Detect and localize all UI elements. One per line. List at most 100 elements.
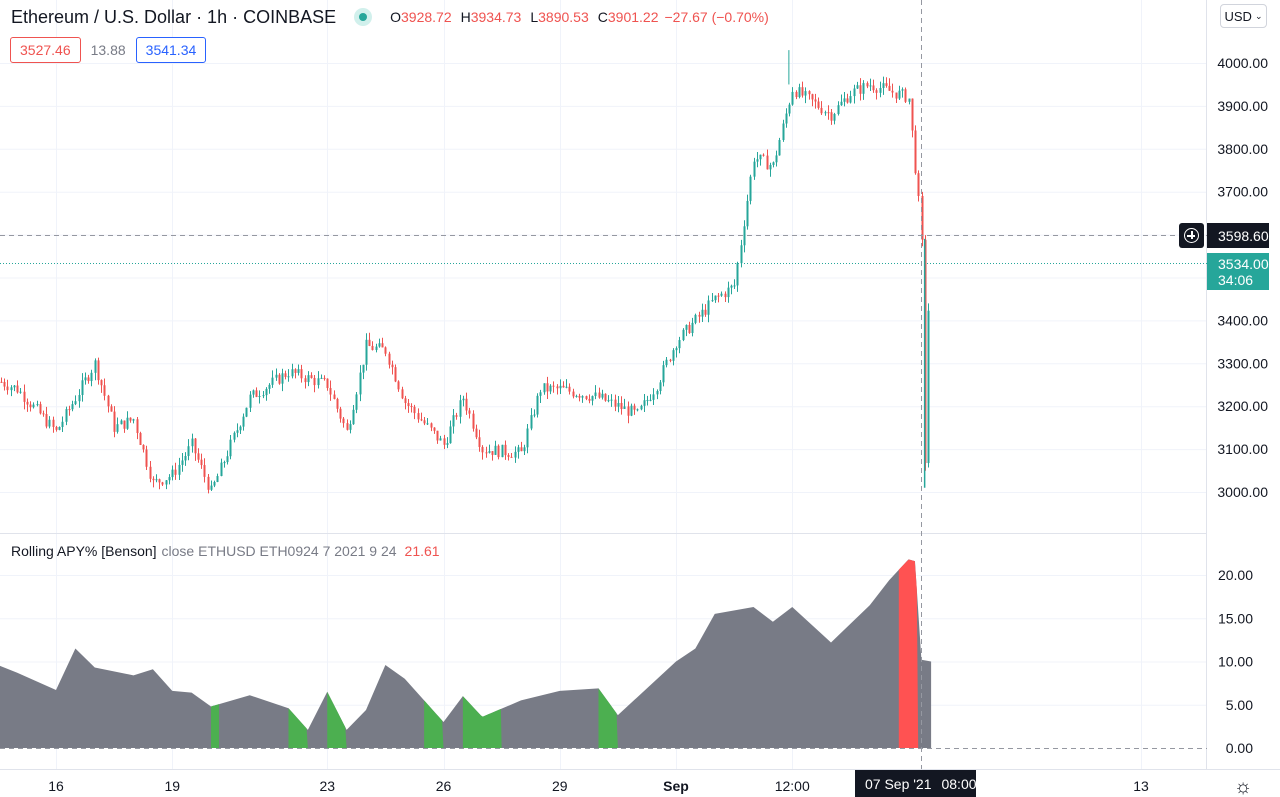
candle-body	[439, 438, 442, 441]
candle-body	[203, 465, 206, 477]
candle-body	[581, 396, 584, 398]
price-tick-label: 4000.00	[1217, 55, 1268, 71]
currency-selector[interactable]: USD ⌄	[1220, 4, 1267, 28]
candle-body	[691, 322, 694, 334]
candle-body	[255, 390, 258, 397]
candle-body	[287, 376, 290, 378]
candle-body	[120, 420, 123, 425]
candle-body	[271, 377, 274, 385]
settings-gear-icon[interactable]: ☼	[1233, 776, 1253, 797]
time-axis[interactable]: 16 19 23 26 29 Sep 12:00 13	[48, 778, 1149, 794]
candle-body	[743, 226, 746, 246]
price-tick-label: 3200.00	[1217, 398, 1268, 414]
candle-body	[814, 99, 817, 102]
candle-body	[520, 447, 523, 452]
candle-body	[36, 404, 39, 406]
candle-body	[178, 464, 181, 475]
candle-body	[672, 350, 675, 361]
candle-body	[533, 414, 536, 416]
candle-body	[840, 101, 843, 106]
indicator-name: Rolling APY% [Benson]	[11, 543, 157, 559]
candle-body	[404, 398, 407, 404]
indicator-tick-label: 10.00	[1218, 654, 1253, 670]
candle-body	[375, 346, 378, 351]
candle-body	[397, 381, 400, 390]
candle-body	[443, 438, 446, 445]
time-tick-label: 29	[552, 778, 568, 794]
candle-body	[174, 469, 177, 475]
candle-body	[281, 373, 284, 384]
symbol-title[interactable]: Ethereum / U.S. Dollar · 1h · COINBASE	[11, 6, 337, 27]
candle-body	[862, 83, 865, 94]
candle-body	[785, 113, 788, 124]
price-tick-label: 3700.00	[1217, 184, 1268, 200]
candle-body	[74, 401, 77, 405]
candle-body	[904, 89, 907, 102]
candle-body	[652, 394, 655, 400]
candle-body	[656, 391, 659, 395]
candle-body	[455, 415, 458, 417]
candle-body	[197, 453, 200, 460]
indicator-scale[interactable]: 20.00 15.00 10.00 5.00 0.00	[1218, 567, 1253, 756]
candle-body	[417, 413, 420, 420]
candle-body	[510, 456, 513, 458]
candle-body	[339, 408, 342, 419]
crosshair-date-label: 07 Sep '21	[855, 770, 942, 797]
candle-body	[420, 419, 423, 421]
candle-body	[336, 398, 339, 409]
time-tick-label: Sep	[663, 778, 689, 794]
candle-body	[853, 88, 856, 97]
candle-body	[145, 449, 148, 467]
crosshair-time-label: 08:00	[941, 770, 977, 797]
candle-body	[756, 159, 759, 162]
candle-body	[100, 380, 103, 386]
price-tick-label: 3000.00	[1217, 484, 1268, 500]
price-scale[interactable]: 4000.00 3900.00 3800.00 3700.00 3400.00 3300.…	[1217, 55, 1268, 500]
candle-body	[171, 469, 174, 478]
candle-body	[727, 287, 730, 298]
candle-body	[778, 139, 781, 156]
apy-low-zone	[288, 708, 308, 748]
price-tick-label: 3800.00	[1217, 141, 1268, 157]
candle-body	[475, 428, 478, 438]
candle-body	[546, 383, 549, 392]
candle-body	[769, 164, 772, 170]
candle-body	[636, 409, 639, 411]
candle-body	[530, 415, 533, 429]
buy-button[interactable]: 3541.34	[135, 37, 207, 63]
candle-body	[136, 419, 139, 434]
candle-body	[426, 423, 429, 425]
candle-body	[866, 83, 869, 87]
close-value: C3901.22	[597, 9, 659, 25]
candle-body	[617, 402, 620, 407]
candle-body	[704, 309, 707, 315]
candle-body	[791, 91, 794, 105]
candle-body	[885, 83, 888, 86]
indicator-args: close ETHUSD ETH0924 7 2021 9 24	[161, 543, 397, 559]
candle-body	[481, 446, 484, 453]
candle-body	[772, 162, 775, 165]
sell-button[interactable]: 3527.46	[10, 37, 81, 63]
candle-body	[90, 372, 93, 382]
add-alert-plus-icon[interactable]	[1179, 223, 1204, 248]
candle-body	[879, 87, 882, 93]
candle-body	[16, 385, 19, 393]
time-tick-label: 23	[319, 778, 335, 794]
candle-body	[149, 466, 152, 479]
candle-body	[746, 200, 749, 227]
grid-lines	[0, 0, 1207, 769]
candle-body	[107, 395, 110, 407]
candle-body	[323, 377, 326, 379]
candle-body	[313, 377, 316, 386]
apy-area-series	[0, 559, 932, 748]
candle-body	[161, 482, 164, 485]
candle-body	[413, 406, 416, 414]
candle-body	[827, 112, 830, 114]
candle-body	[355, 394, 358, 410]
candle-body	[720, 293, 723, 296]
candle-body	[669, 359, 672, 361]
indicator-legend[interactable]: Rolling APY% [Benson] close ETHUSD ETH092…	[11, 543, 440, 559]
candle-body	[245, 407, 248, 417]
candle-body	[536, 395, 539, 415]
